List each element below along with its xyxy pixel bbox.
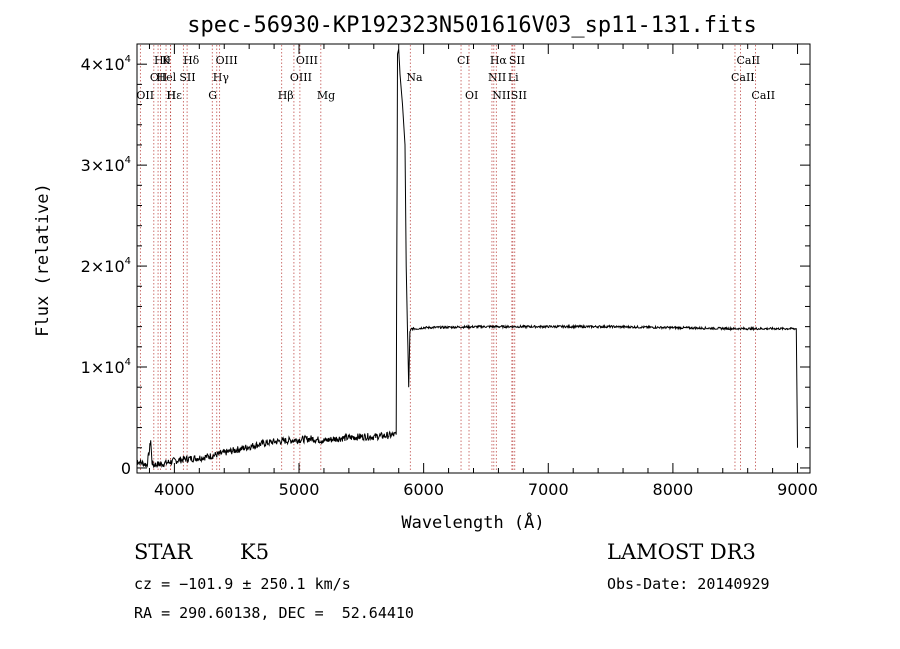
- spectral-line-label-22: Li: [508, 71, 519, 84]
- chart-title: spec-56930-KP192323N501616V03_sp11-131.f…: [187, 13, 757, 38]
- redshift-cz: cz = −101.9 ± 250.1 km/s: [134, 575, 351, 593]
- coordinates: RA = 290.60138, DEC = 52.64410: [134, 604, 414, 622]
- y-tick-label-2: 2×104: [81, 256, 131, 276]
- y-tick-label-4: 4×104: [81, 54, 131, 74]
- y-tick-label-3: 3×104: [81, 155, 131, 175]
- series-layer: [136, 48, 798, 469]
- y-axis-label: Flux (relative): [33, 183, 53, 337]
- x-tick-label-3: 7000: [528, 480, 569, 499]
- spectral-line-label-6: H: [166, 89, 176, 102]
- x-tick-label-4: 8000: [653, 480, 694, 499]
- survey-name: LAMOST DR3: [607, 540, 756, 564]
- spectral-line-label-15: Mg: [317, 89, 335, 102]
- spectral-line-label-12: Hβ: [278, 89, 294, 102]
- spectral-line-label-16: Na: [406, 71, 423, 84]
- spectral-line-label-3: Hel: [157, 71, 177, 84]
- spectral-line-label-8: Hδ: [183, 54, 200, 67]
- spectral-line-label-25: CaII: [731, 71, 755, 84]
- y-tick-label-1: 1×104: [81, 357, 131, 377]
- spectrum-chart: spec-56930-KP192323N501616V03_sp11-131.f…: [33, 13, 818, 533]
- spectral-line-label-13: OIII: [290, 71, 312, 84]
- x-tick-label-5: 9000: [777, 480, 818, 499]
- series-spectrum: [136, 48, 798, 469]
- spectral-line-label-2: Hθ: [154, 54, 171, 67]
- spectral-line-label-23: SII: [509, 54, 525, 67]
- spectral-line-label-4: K: [162, 54, 171, 67]
- spectral-line-label-17: CI: [457, 54, 470, 67]
- spectral-line-label-14: OIII: [296, 54, 318, 67]
- x-tick-label-0: 4000: [154, 480, 195, 499]
- spectral-line-label-9: G: [208, 89, 217, 102]
- spectral-line-label-10: Hγ: [213, 71, 230, 84]
- spectral-line-label-26: CaII: [736, 54, 760, 67]
- x-axis-label: Wavelength (Å): [401, 511, 544, 533]
- spectral-line-label-18: OI: [465, 89, 478, 102]
- observation-date: Obs-Date: 20140929: [607, 575, 770, 593]
- spectral-line-label-24: SII: [511, 89, 527, 102]
- spectral-line-label-11: OIII: [216, 54, 238, 67]
- object-class: STAR: [134, 540, 193, 564]
- spectral-line-label-27: CaII: [751, 89, 775, 102]
- object-subclass: K5: [240, 540, 270, 564]
- x-tick-label-2: 6000: [403, 480, 444, 499]
- spectral-line-label-20: Hα: [490, 54, 508, 67]
- spectral-line-label-0: OII: [136, 89, 154, 102]
- spectral-line-markers: OIIOIIHθHelKHεHSIIHδGHγOIIIHβOIIIOIIIMgN…: [136, 45, 775, 472]
- y-tick-label-0: 0: [121, 459, 131, 478]
- spectral-line-label-19: NII: [488, 71, 506, 84]
- spectral-line-label-21: NII: [492, 89, 510, 102]
- x-axis: 4000 5000 6000 7000 8000 9000: [148, 44, 818, 499]
- y-axis: 0 1×104 2×104 3×104 4×104: [81, 43, 810, 478]
- x-tick-label-1: 5000: [279, 480, 320, 499]
- spectral-line-label-1: OII: [150, 71, 168, 84]
- plot-frame: [136, 43, 811, 474]
